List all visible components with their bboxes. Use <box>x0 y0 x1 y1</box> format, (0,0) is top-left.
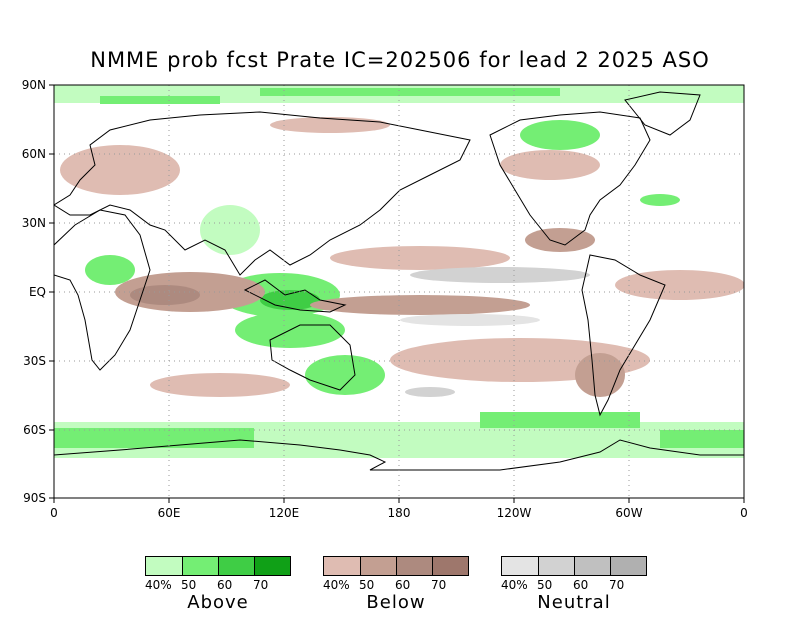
legend-neutral-swatch-4 <box>610 557 646 575</box>
legend-neutral-swatches <box>501 556 647 576</box>
coast-antarctica <box>54 439 744 471</box>
region-southern-above-strong-2 <box>480 412 640 428</box>
y-label-60s: 60S <box>23 423 46 437</box>
region-arctic-above-strong-2 <box>100 96 220 104</box>
region-atlantic-above <box>640 194 680 206</box>
region-africa-above <box>85 255 135 285</box>
legend-below-ticks: 40% 50 60 70 <box>323 578 469 592</box>
region-pacific-neutral <box>410 267 590 283</box>
region-southern-above-strong <box>54 428 254 448</box>
x-label-180: 180 <box>387 506 411 520</box>
x-label-0: 0 <box>50 506 58 520</box>
legend-neutral-swatch-3 <box>574 557 610 575</box>
legend-above-tick-3: 60 <box>217 578 233 592</box>
coast-australia <box>269 324 356 391</box>
coast-indonesia <box>243 279 347 313</box>
coast-greenland <box>624 91 701 136</box>
legend-below-tick-3: 60 <box>395 578 411 592</box>
legend-below-swatches <box>323 556 469 576</box>
y-label-90s: 90S <box>23 491 46 505</box>
legend-above: 40% 50 60 70 Above <box>145 556 291 616</box>
legend-neutral-swatch-2 <box>538 557 574 575</box>
region-arctic-below <box>270 117 390 133</box>
x-label-60e: 60E <box>157 506 181 520</box>
coast-eurasia <box>54 111 471 276</box>
legend-above-tick-2: 50 <box>181 578 197 592</box>
legend-above-swatch-3 <box>218 557 254 575</box>
coast-africa <box>54 209 151 371</box>
legend-below-swatch-1 <box>324 557 360 575</box>
region-maritime-above-strong <box>260 290 320 310</box>
legend-above-label: Above <box>187 592 249 613</box>
legend-below-label: Below <box>366 592 426 613</box>
legend-above-swatch-1 <box>146 557 182 575</box>
legend-below-tick-2: 50 <box>359 578 375 592</box>
region-na-above <box>520 120 600 150</box>
legend-neutral-ticks: 40% 50 60 70 <box>501 578 647 592</box>
legend-above-tick-1: 40% <box>145 578 172 592</box>
legend-below-swatch-4 <box>432 557 468 575</box>
y-label-eq: EQ <box>28 285 46 299</box>
y-label-60n: 60N <box>21 147 46 161</box>
x-label-120e: 120E <box>268 506 300 520</box>
coast-south-america <box>581 254 666 417</box>
region-pacific-neutral-2 <box>400 314 540 326</box>
legend-above-swatch-4 <box>254 557 290 575</box>
region-npacific-below <box>500 150 600 180</box>
legend-neutral-tick-1: 40% <box>501 578 528 592</box>
y-label-30s: 30S <box>23 354 46 368</box>
region-pacific-below-eq <box>310 295 530 315</box>
legend-below-swatch-3 <box>396 557 432 575</box>
region-eurasia-below <box>60 145 180 195</box>
region-pacific-below-n <box>330 246 510 270</box>
y-label-90n: 90N <box>21 78 46 92</box>
region-china-above <box>200 205 260 255</box>
legend-above-ticks: 40% 50 60 70 <box>145 578 291 592</box>
map-title: NMME prob fcst Prate IC=202506 for lead … <box>90 48 710 72</box>
region-neutral-3 <box>405 387 455 397</box>
legend-neutral-tick-3: 60 <box>573 578 589 592</box>
y-label-30n: 30N <box>21 216 46 230</box>
legend-neutral-tick-2: 50 <box>537 578 553 592</box>
legend-neutral-tick-4: 70 <box>609 578 625 592</box>
legend-above-tick-4: 70 <box>253 578 269 592</box>
coast-north-america <box>489 111 651 246</box>
legend-above-swatches <box>145 556 291 576</box>
legend-below-tick-1: 40% <box>323 578 350 592</box>
x-label-0-end: 0 <box>740 506 748 520</box>
legend-below-tick-4: 70 <box>431 578 447 592</box>
legend-neutral-swatch-1 <box>502 557 538 575</box>
region-arctic-above-strong <box>260 88 560 96</box>
x-label-60w: 60W <box>615 506 643 520</box>
legend-below-swatch-2 <box>360 557 396 575</box>
x-label-120w: 120W <box>496 506 532 520</box>
region-mexico-below <box>525 228 595 252</box>
legend-below: 40% 50 60 70 Below <box>323 556 469 616</box>
region-southern-above-strong-3 <box>660 430 744 448</box>
region-atlantic-below <box>615 270 744 300</box>
region-southindian-below <box>150 373 290 397</box>
legend-neutral-label: Neutral <box>537 592 611 613</box>
legend-neutral: 40% 50 60 70 Neutral <box>501 556 647 616</box>
region-indian-below-core <box>130 285 200 305</box>
region-samerica-below <box>575 353 625 397</box>
legend-above-swatch-2 <box>182 557 218 575</box>
